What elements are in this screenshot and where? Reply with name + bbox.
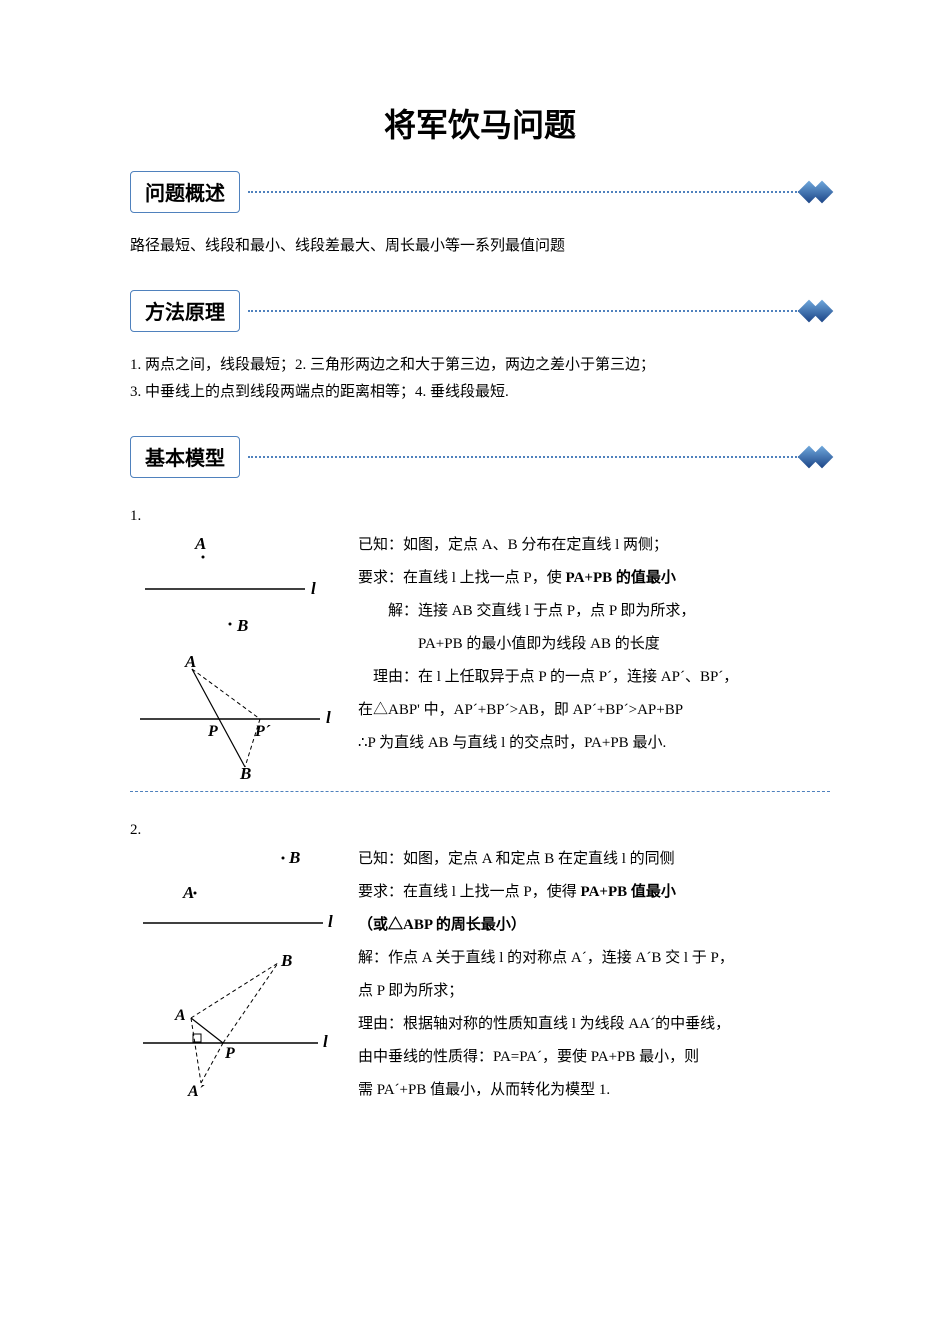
principle-text: 1. 两点之间，线段最短；2. 三角形两边之和大于第三边，两边之差小于第三边； …	[130, 352, 830, 406]
m2-req-c: （或△ABP 的周长最小）	[358, 909, 830, 942]
model1-block: A l B A l P P´ B 已知：如图，定点 A、B 分布在定直线 l 两…	[130, 529, 830, 779]
m1-sol1: 解：连接 AB 交直线 l 于点 P，点 P 即为所求，	[358, 595, 830, 628]
model1-diagram2: A l P P´ B	[130, 649, 340, 779]
m2-sol2: 点 P 即为所求；	[358, 975, 830, 1008]
model1-number: 1.	[130, 508, 830, 525]
label-Pp: P´	[254, 723, 271, 740]
section-label-overview: 问题概述	[130, 171, 240, 213]
main-title: 将军饮马问题	[130, 100, 830, 146]
label-l: l	[326, 708, 331, 727]
label-B: B	[236, 616, 248, 635]
label-A: A	[182, 883, 194, 902]
section-label-principle: 方法原理	[130, 290, 240, 332]
m2-req: 要求：在直线 l 上找一点 P，使得 PA+PB 值最小	[358, 876, 830, 909]
m1-r1: 理由：在 l 上任取异于点 P 的一点 P´，连接 AP´、BP´，	[358, 661, 830, 694]
dotted-line	[248, 191, 800, 193]
m1-sol2: PA+PB 的最小值即为线段 AB 的长度	[358, 628, 830, 661]
label-l: l	[328, 912, 333, 931]
label-l: l	[323, 1032, 328, 1051]
section-header-principle: 方法原理	[130, 290, 830, 332]
m1-req: 要求：在直线 l 上找一点 P，使 PA+PB 的值最小	[358, 562, 830, 595]
m2-given: 已知：如图，定点 A 和定点 B 在定直线 l 的同侧	[358, 843, 830, 876]
label-B: B	[288, 848, 300, 867]
model1-diagrams: A l B A l P P´ B	[130, 529, 340, 779]
label-A: A	[194, 534, 206, 553]
model1-text: 已知：如图，定点 A、B 分布在定直线 l 两侧； 要求：在直线 l 上找一点 …	[358, 529, 830, 760]
model2-diagrams: B A l l A B P A´	[130, 843, 340, 1098]
model2-diagram1: B A l	[133, 843, 338, 938]
m2-sol1: 解：作点 A 关于直线 l 的对称点 A´，连接 A´B 交 l 于 P，	[358, 942, 830, 975]
model1-diagram1: A l B	[135, 529, 335, 639]
model2-diagram2: l A B P A´	[133, 948, 338, 1098]
section-header-models: 基本模型	[130, 436, 830, 478]
principle-line1: 1. 两点之间，线段最短；2. 三角形两边之和大于第三边，两边之差小于第三边；	[130, 357, 655, 373]
label-B: B	[239, 764, 251, 779]
label-P: P	[207, 723, 218, 740]
m2-r2: 由中垂线的性质得：PA=PA´，要使 PA+PB 最小，则	[358, 1041, 830, 1074]
m1-r2: 在△ABP' 中，AP´+BP´>AB，即 AP´+BP´>AP+BP	[358, 694, 830, 727]
section-header-overview: 问题概述	[130, 171, 830, 213]
model2-number: 2.	[130, 822, 830, 839]
model2-text: 已知：如图，定点 A 和定点 B 在定直线 l 的同侧 要求：在直线 l 上找一…	[358, 843, 830, 1107]
diamond-icon	[804, 303, 830, 319]
page: 将军饮马问题 问题概述 路径最短、线段和最小、线段差最大、周长最小等一系列最值问…	[0, 0, 950, 1344]
diamond-icon	[804, 184, 830, 200]
overview-text: 路径最短、线段和最小、线段差最大、周长最小等一系列最值问题	[130, 233, 830, 260]
label-Ap: A´	[187, 1083, 205, 1098]
label-l: l	[311, 579, 316, 598]
m2-r3: 需 PA´+PB 值最小，从而转化为模型 1.	[358, 1074, 830, 1107]
diamond-icon	[804, 449, 830, 465]
label-P: P	[224, 1045, 235, 1062]
dotted-line	[248, 456, 800, 458]
label-A: A	[184, 652, 196, 671]
label-B: B	[280, 951, 292, 970]
m1-given: 已知：如图，定点 A、B 分布在定直线 l 两侧；	[358, 529, 830, 562]
principle-line2: 3. 中垂线上的点到线段两端点的距离相等；4. 垂线段最短.	[130, 384, 509, 400]
label-A: A	[174, 1007, 186, 1024]
dotted-line	[248, 310, 800, 312]
section-label-models: 基本模型	[130, 436, 240, 478]
m1-r3: ∴P 为直线 AB 与直线 l 的交点时，PA+PB 最小.	[358, 727, 830, 760]
model2-block: B A l l A B P A´ 已知：如图，定点	[130, 843, 830, 1107]
m2-r1: 理由：根据轴对称的性质知直线 l 为线段 AA´的中垂线，	[358, 1008, 830, 1041]
divider	[130, 791, 830, 792]
